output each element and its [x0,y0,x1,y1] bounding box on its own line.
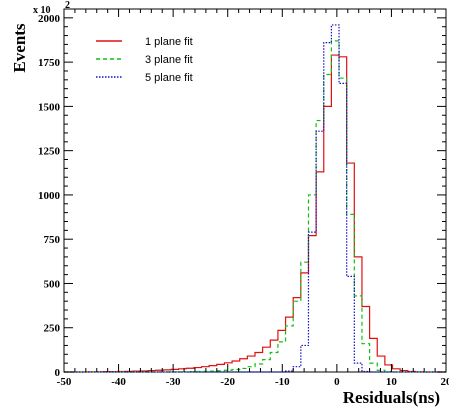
y-tick-label: 0 [55,367,61,379]
series-line-3-plane-fit [64,40,446,373]
y-tick-label: 1500 [38,101,61,113]
y-tick-label: 500 [44,278,61,290]
y-tick-label: 1000 [38,190,61,202]
x-tick-label: 20 [441,376,449,388]
legend: 1 plane fit 3 plane fit 5 plane fit [96,36,193,84]
plot-frame [63,8,447,373]
x-tick-label: 0 [334,376,340,388]
y-multiplier-label: x 10 [33,5,51,16]
series-line-1-plane-fit [64,54,446,373]
y-tick-label: 750 [44,234,61,246]
y-tick-label: 2000 [38,13,61,25]
x-axis-title: Residuals(ns) [343,388,440,407]
x-tick-label: 10 [386,376,398,388]
y-tick-label: 250 [44,323,61,335]
x-tick-label: -10 [275,376,290,388]
y-tick-label: 1750 [38,57,61,69]
y-tick-label: 1250 [38,146,61,158]
legend-label: 5 plane fit [145,72,193,84]
legend-label: 3 plane fit [145,54,193,66]
y-axis-title: Events [10,23,29,73]
x-tick-label: -30 [166,376,181,388]
x-tick-label: -40 [111,376,126,388]
y-multiplier-exponent: 2 [65,0,70,11]
legend-label: 1 plane fit [145,36,193,48]
x-tick-label: -20 [220,376,235,388]
x-tick-label: -50 [57,376,72,388]
